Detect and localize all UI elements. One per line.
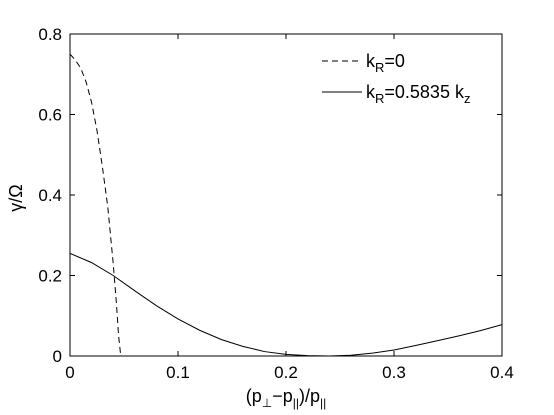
series-line-kr0	[69, 53, 122, 357]
x-tick-label: 0.3	[382, 363, 406, 382]
x-tick-label: 0.1	[166, 363, 190, 382]
x-tick-label: 0.4	[490, 363, 514, 382]
x-tick-label: 0	[65, 363, 74, 382]
series-line-kr05835	[69, 252, 503, 357]
y-tick-label: 0	[53, 347, 62, 366]
y-tick-label: 0.2	[38, 267, 62, 286]
legend-label-kr05835: kR=0.5835 kz	[366, 82, 470, 106]
legend-label-kr0: kR=0	[366, 51, 405, 75]
series-group	[69, 53, 503, 357]
y-tick-label: 0.8	[38, 25, 62, 44]
x-ticks: 0 0.1 0.2 0.3 0.4	[65, 34, 514, 382]
x-axis-label: (p⊥−p||)/p||	[246, 386, 326, 410]
y-ticks: 0 0.2 0.4 0.6 0.8	[38, 25, 502, 366]
legend: kR=0 kR=0.5835 kz	[322, 51, 470, 106]
y-axis-label: γ/Ω	[6, 184, 26, 211]
y-tick-label: 0.4	[38, 186, 62, 205]
y-tick-label: 0.6	[38, 106, 62, 125]
x-tick-label: 0.2	[274, 363, 298, 382]
